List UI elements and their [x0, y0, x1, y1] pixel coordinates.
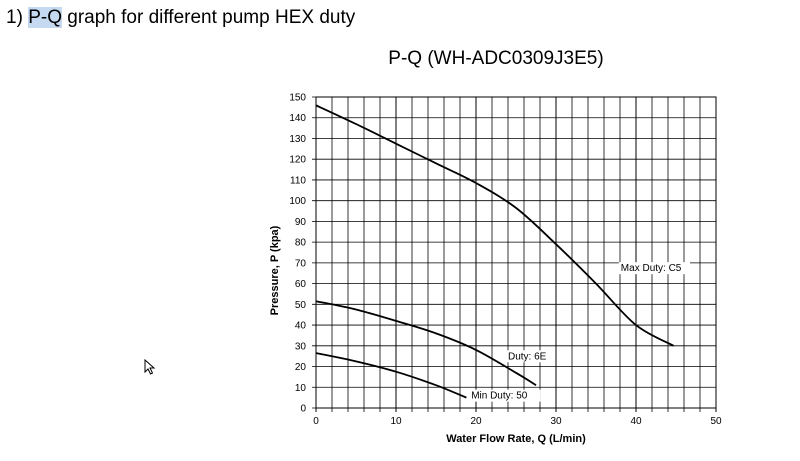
y-tick-label: 10: [295, 383, 307, 394]
x-tick-label: 10: [390, 416, 402, 427]
y-tick-label: 30: [295, 341, 307, 352]
chart-series: [315, 104, 675, 399]
heading-text: graph for different pump HEX duty: [61, 7, 356, 28]
x-tick-label: 50: [710, 416, 722, 427]
series-label: Min Duty: 50: [471, 391, 528, 402]
y-tick-label: 80: [295, 238, 307, 249]
series-label-background: [506, 350, 555, 363]
y-tick-label: 110: [290, 175, 306, 186]
y-axis-label: Pressure, P (kpa): [269, 225, 281, 315]
series-curve: [315, 104, 675, 347]
series-label-background: [618, 262, 690, 275]
y-tick-label: 50: [295, 300, 307, 311]
y-tick-label: 150: [289, 93, 306, 104]
series-label-background: [469, 389, 541, 402]
y-tick-label: 70: [295, 258, 307, 269]
x-tick-label: 20: [470, 416, 482, 427]
y-tick-label: 20: [295, 362, 307, 373]
series-label: Max Duty: C5: [621, 263, 682, 274]
x-tick-label: 30: [550, 416, 562, 427]
series-curve: [315, 352, 467, 399]
y-tick-label: 120: [289, 155, 306, 166]
page-heading: 1) P-Q graph for different pump HEX duty: [6, 6, 355, 30]
chart-annotations: Max Duty: C5 Duty: 6E Min Duty: 50: [469, 262, 690, 402]
y-tick-label: 40: [295, 321, 307, 332]
x-axis-label: Water Flow Rate, Q (L/min): [446, 433, 586, 445]
mouse-pointer-icon: [144, 358, 156, 380]
y-tick-label: 130: [289, 134, 306, 145]
x-tick-label: 40: [630, 416, 642, 427]
chart-tick-labels: 0 10 20 30 40 50 60 70 80 90 100 110 120 130 140 150 0 10…: [289, 93, 722, 428]
series-label: Duty: 6E: [508, 351, 547, 362]
heading-prefix: 1): [6, 7, 29, 28]
y-tick-label: 100: [289, 196, 306, 207]
chart-title: P-Q (WH-ADC0309J3E5): [388, 48, 604, 69]
y-tick-label: 60: [295, 279, 307, 290]
series-curve: [315, 300, 537, 386]
y-tick-label: 140: [289, 113, 306, 124]
x-tick-label: 0: [313, 416, 319, 427]
plot-border: [315, 96, 717, 409]
y-tick-label: 90: [295, 217, 307, 228]
y-tick-label: 0: [300, 404, 306, 415]
heading-highlighted-text[interactable]: P-Q: [28, 7, 62, 28]
